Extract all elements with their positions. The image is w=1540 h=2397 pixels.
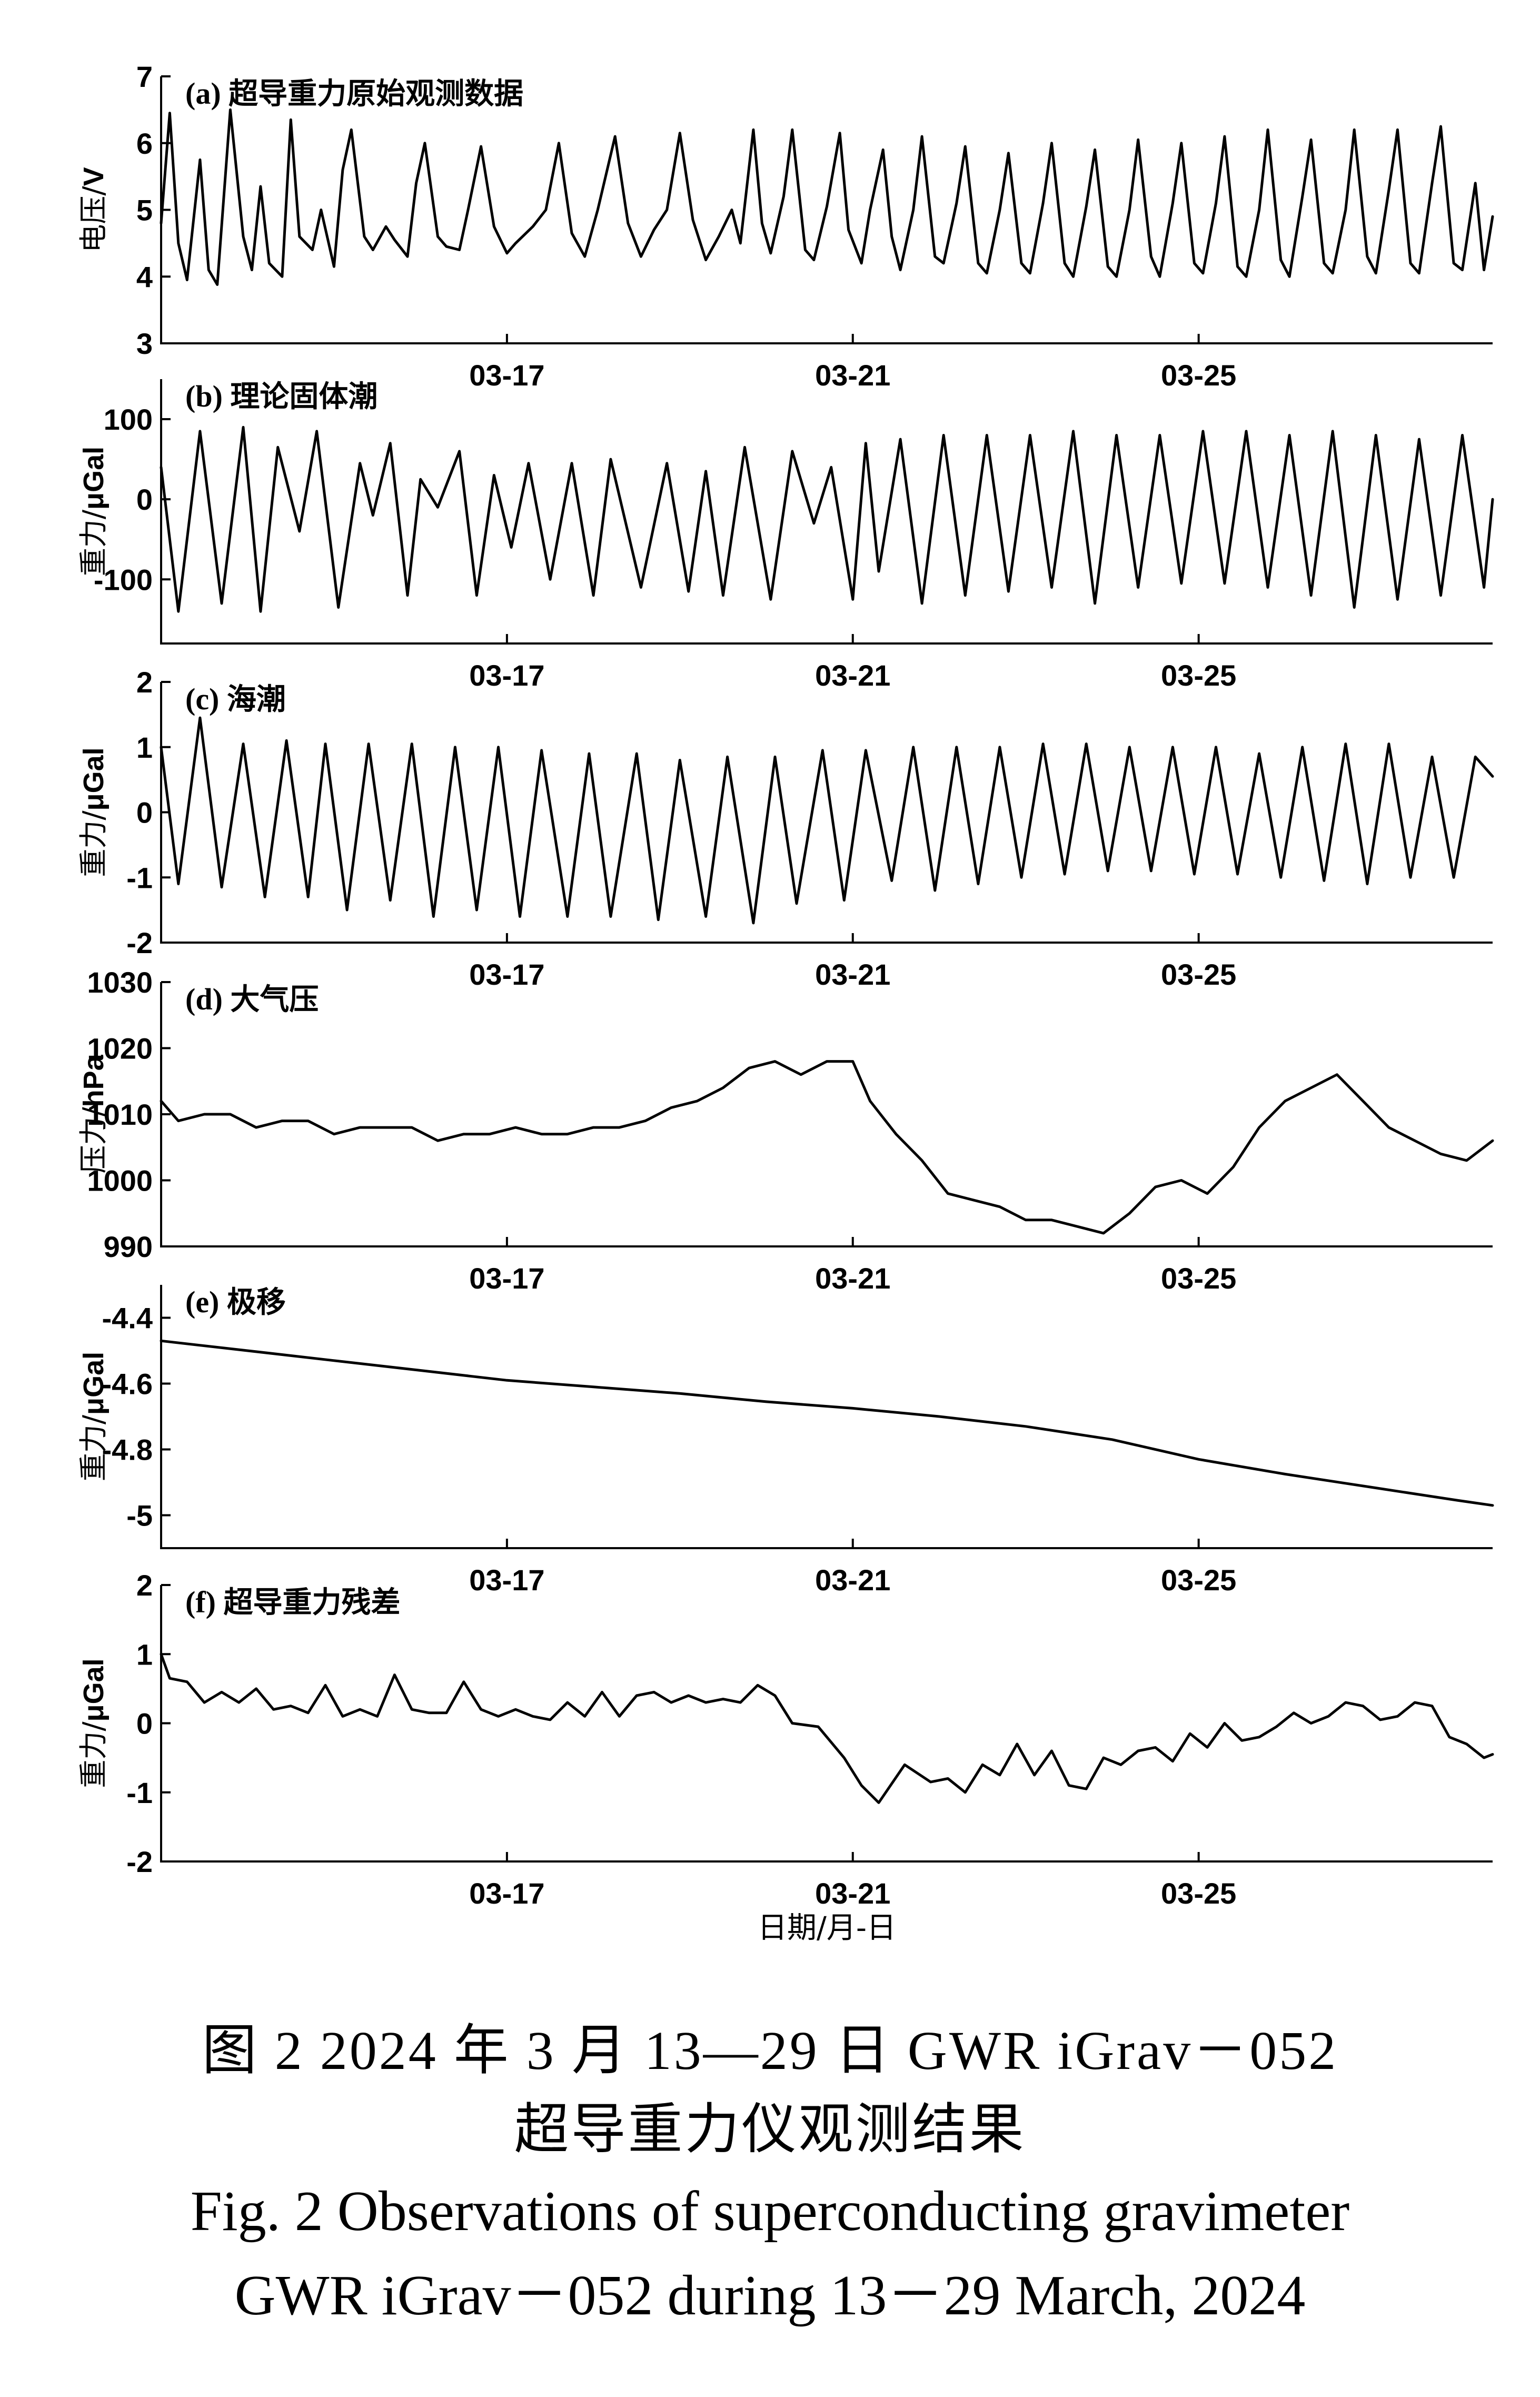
series-line-c (160, 716, 1494, 925)
y-tick-label: -4.6 (102, 1368, 153, 1401)
series-line-a (160, 108, 1494, 286)
y-tick-label: 1 (136, 1638, 153, 1671)
y-axis-label: 重力/μGal (77, 1658, 110, 1788)
x-tick-label: 03-25 (1161, 659, 1236, 692)
axes-frame (160, 379, 1493, 645)
y-axis-unit: μGal (78, 447, 110, 510)
axes-frame (160, 1285, 1493, 1549)
series-line-f (160, 1652, 1494, 1804)
y-axis-label: 压力/hPa (77, 1054, 110, 1173)
panel-title: (c) 海潮 (185, 682, 286, 717)
x-tick-label: 03-17 (469, 958, 544, 991)
y-tick-label: -1 (126, 861, 153, 894)
y-axis-label: 重力/μGal (77, 1352, 110, 1481)
figure: 3 4 5 6 7 03-17 03-21 03-25 (a) 超导重力原始观测数据电压/V -1… (77, 60, 1494, 1945)
caption-en-line2: GWR iGrav－052 during 13－29 March, 2024 (234, 2264, 1306, 2327)
series-line-e (160, 1339, 1494, 1507)
y-tick-label: 0 (136, 483, 153, 516)
panel-title-text: 极移 (227, 1285, 286, 1320)
y-tick-label: -4.4 (102, 1302, 153, 1335)
x-tick-label: 03-17 (469, 1877, 544, 1910)
x-tick-label: 03-25 (1161, 1262, 1236, 1295)
y-tick-label: -100 (94, 563, 153, 596)
axes-frame (160, 1585, 1493, 1863)
axes-frame (160, 982, 1493, 1247)
panel-title: (e) 极移 (185, 1285, 286, 1320)
y-axis-label: 电压/V (77, 167, 110, 252)
x-axis-label: 日期/月-日 (758, 1911, 896, 1945)
x-tick-label: 03-21 (815, 659, 890, 692)
panel-title: (a) 超导重力原始观测数据 (185, 76, 523, 111)
y-tick-label: -2 (126, 1845, 153, 1878)
series-line-b (160, 425, 1494, 613)
y-tick-label: -4.8 (102, 1433, 153, 1467)
y-tick-label: 1010 (87, 1098, 153, 1131)
panel-e: -5 -4.8 -4.6 -4.4 03-17 03-21 03-25 (e) 极移重力/μG… (77, 1285, 1494, 1597)
x-tick-label: 03-21 (815, 359, 890, 392)
x-tick-label: 03-17 (469, 359, 544, 392)
y-tick-label: 0 (136, 1707, 153, 1740)
panel-title: (d) 大气压 (185, 982, 319, 1017)
x-tick-label: 03-25 (1161, 958, 1236, 991)
y-tick-label: 0 (136, 796, 153, 829)
y-tick-label: 1020 (87, 1032, 153, 1065)
y-tick-label: 1000 (87, 1164, 153, 1197)
panel-title: (f) 超导重力残差 (185, 1585, 400, 1620)
caption-cn-line1: 图 2 2024 年 3 月 13—29 日 GWR iGrav－052 (202, 2020, 1338, 2081)
panel-title: (b) 理论固体潮 (185, 379, 377, 414)
y-tick-label: 6 (136, 127, 153, 160)
y-tick-label: 5 (136, 194, 153, 227)
y-tick-label: 100 (104, 403, 153, 436)
panel-title-text: 超导重力残差 (223, 1586, 400, 1620)
y-tick-label: 3 (136, 327, 153, 360)
y-tick-label: 2 (136, 666, 153, 699)
y-tick-label: 990 (104, 1230, 153, 1263)
series-line-d (160, 1060, 1494, 1235)
y-tick-label: -2 (126, 926, 153, 959)
panel-title-text: 海潮 (227, 682, 286, 717)
y-tick-label: -1 (126, 1776, 153, 1809)
panel-d: 990 1000 1010 1020 1030 03-17 03-21 03-25 (d) 大气… (77, 966, 1494, 1295)
panel-title-text: 大气压 (230, 983, 319, 1017)
y-axis-unit: V (78, 167, 110, 186)
x-tick-label: 03-17 (469, 1563, 544, 1597)
x-tick-label: 03-21 (815, 1877, 890, 1910)
panel-title-text: 超导重力原始观测数据 (228, 77, 523, 111)
y-tick-label: 2 (136, 1569, 153, 1602)
x-tick-label: 03-25 (1161, 1877, 1236, 1910)
y-tick-label: 1030 (87, 966, 153, 999)
x-tick-label: 03-21 (815, 958, 890, 991)
x-tick-label: 03-25 (1161, 359, 1236, 392)
y-axis-unit: μGal (78, 747, 110, 810)
x-tick-label: 03-17 (469, 1262, 544, 1295)
y-tick-label: 1 (136, 731, 153, 764)
y-axis-label: 重力/μGal (77, 747, 110, 877)
x-tick-label: 03-21 (815, 1262, 890, 1295)
y-axis-unit: μGal (78, 1658, 110, 1721)
y-axis-unit: hPa (78, 1054, 110, 1107)
figure-caption: 图 2 2024 年 3 月 13—29 日 GWR iGrav－052 超导重… (0, 2012, 1540, 2338)
caption-cn-line2: 超导重力仪观测结果 (514, 2099, 1026, 2160)
x-tick-label: 03-21 (815, 1563, 890, 1597)
y-axis-unit: μGal (78, 1352, 110, 1415)
caption-en-line1: Fig. 2 Observations of superconducting g… (190, 2180, 1350, 2243)
y-tick-label: 4 (136, 260, 153, 293)
y-tick-label: -5 (126, 1499, 153, 1532)
y-tick-label: 7 (136, 60, 153, 93)
x-tick-label: 03-17 (469, 659, 544, 692)
y-axis-label: 重力/μGal (77, 447, 110, 576)
x-tick-label: 03-25 (1161, 1563, 1236, 1597)
panel-title-text: 理论固体潮 (230, 380, 377, 414)
